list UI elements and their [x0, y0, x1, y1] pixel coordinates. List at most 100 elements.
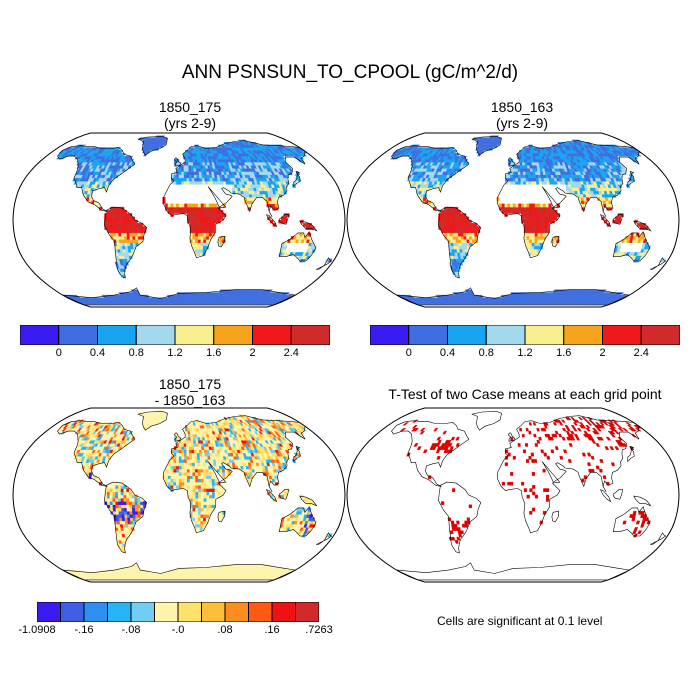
colorbar-swatch [271, 602, 296, 622]
map-bottom-left [12, 407, 346, 583]
coastline-africa-eurasia [163, 140, 306, 259]
coastline-japan [627, 171, 635, 188]
coastline-japan [293, 446, 301, 463]
coastline-north-america [57, 420, 136, 487]
colorbar-swatch [97, 325, 137, 345]
colorbar-swatch [130, 602, 155, 622]
colorbar-tick-label: 0 [405, 347, 412, 359]
grid-cells [55, 135, 333, 305]
colorbar-tick-label: 1.6 [206, 347, 222, 359]
coastline-borneo [613, 489, 623, 500]
coastline-greenland [471, 136, 502, 156]
coastline-sumatra [265, 489, 278, 503]
colorbar-tick-label: 0 [55, 347, 62, 359]
coastline-north-america [57, 145, 136, 212]
colorbar-swatch [563, 325, 603, 345]
colorbar-top-left-labels: 0 0.4 0.8 1.2 1.6 2 2.4 [20, 347, 330, 361]
coastline-greenland [471, 411, 502, 431]
coastline-africa-eurasia [497, 415, 640, 534]
coastlines [57, 411, 333, 581]
colorbar-swatch [640, 325, 680, 345]
panel-top-left-title-line2: (yrs 2-9) [163, 115, 217, 131]
colorbar-tick-label: 0.8 [478, 347, 494, 359]
coastline-madagascar [551, 510, 559, 523]
colorbar-bottom-labels: -1.0908 -.16 -.08 -.0 .08 .16 .7263 [18, 624, 332, 638]
coastline-madagascar [551, 235, 559, 248]
coastline-south-america [104, 206, 148, 279]
colorbar-swatch [213, 325, 253, 345]
coastline-madagascar [217, 510, 225, 523]
panel-top-right-title-line2: (yrs 2-9) [495, 115, 549, 131]
colorbar-tick-label: .16 [264, 624, 280, 636]
colorbar-swatch [224, 602, 249, 622]
coastline-australia [612, 231, 651, 262]
colorbar-tick-label: 2.4 [283, 347, 299, 359]
colorbar-swatch [370, 325, 410, 345]
colorbar-tick-label: .08 [217, 624, 233, 636]
colorbar-top-right-labels: 0 0.4 0.8 1.2 1.6 2 2.4 [370, 347, 680, 361]
grid-cells [55, 410, 333, 580]
ttest-note: Cells are significant at 0.1 level [437, 614, 603, 628]
colorbar-top-right [370, 325, 680, 345]
map-top-right [346, 132, 680, 308]
colorbar-swatch [602, 325, 642, 345]
coastline-new-zealand [316, 257, 333, 270]
coastline-new-zealand [650, 257, 667, 270]
colorbar-swatch [252, 325, 292, 345]
colorbar-swatch [174, 325, 215, 345]
colorbar-swatch [201, 602, 226, 622]
coastline-australia [278, 506, 317, 537]
colorbar-tick-label: -.08 [121, 624, 141, 636]
coastline-sumatra [599, 489, 612, 503]
map-frame [12, 132, 346, 308]
colorbar-tick-label: 2 [599, 347, 606, 359]
coastlines [391, 136, 667, 306]
colorbar-bottom [37, 602, 319, 622]
coastline-africa-eurasia [497, 140, 640, 259]
colorbar-tick-label: 1.2 [517, 347, 533, 359]
coastline-new-zealand [650, 532, 667, 545]
coastline-antarctica [396, 287, 631, 306]
coastline-new-guinea [299, 220, 318, 232]
coastlines [391, 411, 667, 581]
colorbar-tick-label: 0.4 [439, 347, 456, 359]
coastline-borneo [279, 214, 289, 225]
colorbar-tick-label: .7263 [305, 624, 333, 636]
coastline-japan [627, 446, 635, 463]
coastline-new-guinea [633, 220, 652, 232]
colorbar-top-left [20, 325, 330, 345]
coastlines [57, 136, 333, 306]
map-frame [12, 407, 346, 583]
panel-bottom-right-title: T-Test of two Case means at each grid po… [350, 386, 700, 402]
colorbar-swatch [485, 325, 526, 345]
grid-cells [389, 135, 667, 305]
colorbar-swatch [290, 325, 330, 345]
panel-top-left-title-line1: 1850_175 [158, 99, 222, 115]
coastline-north-america [391, 145, 470, 212]
panel-top-left-title: 1850_175 (yrs 2-9) [40, 99, 340, 131]
colorbar-swatch [154, 602, 179, 622]
colorbar-tick-label: -.16 [74, 624, 94, 636]
colorbar-tick-label: 1.6 [556, 347, 572, 359]
map-bottom-right [346, 407, 680, 583]
coastline-antarctica [62, 287, 297, 306]
colorbar-swatch [107, 602, 132, 622]
coastline-north-america [391, 420, 470, 487]
coastline-britain [174, 432, 181, 442]
colorbar-tick-label: -.0 [171, 624, 185, 636]
colorbar-tick-label: 2.4 [633, 347, 649, 359]
coastline-greenland [137, 411, 168, 431]
map-frame [346, 407, 680, 583]
coastline-antarctica [62, 562, 297, 581]
coastline-australia [612, 506, 651, 537]
coastline-new-zealand [316, 532, 333, 545]
coastline-sumatra [599, 214, 612, 228]
coastline-greenland [137, 136, 168, 156]
colorbar-swatch [447, 325, 487, 345]
coastline-madagascar [217, 235, 225, 248]
colorbar-swatch [248, 602, 273, 622]
panel-top-right-title: 1850_163 (yrs 2-9) [372, 99, 672, 131]
map-top-left [12, 132, 346, 308]
colorbar-tick-label: 2 [249, 347, 256, 359]
colorbar-swatch [60, 602, 85, 622]
